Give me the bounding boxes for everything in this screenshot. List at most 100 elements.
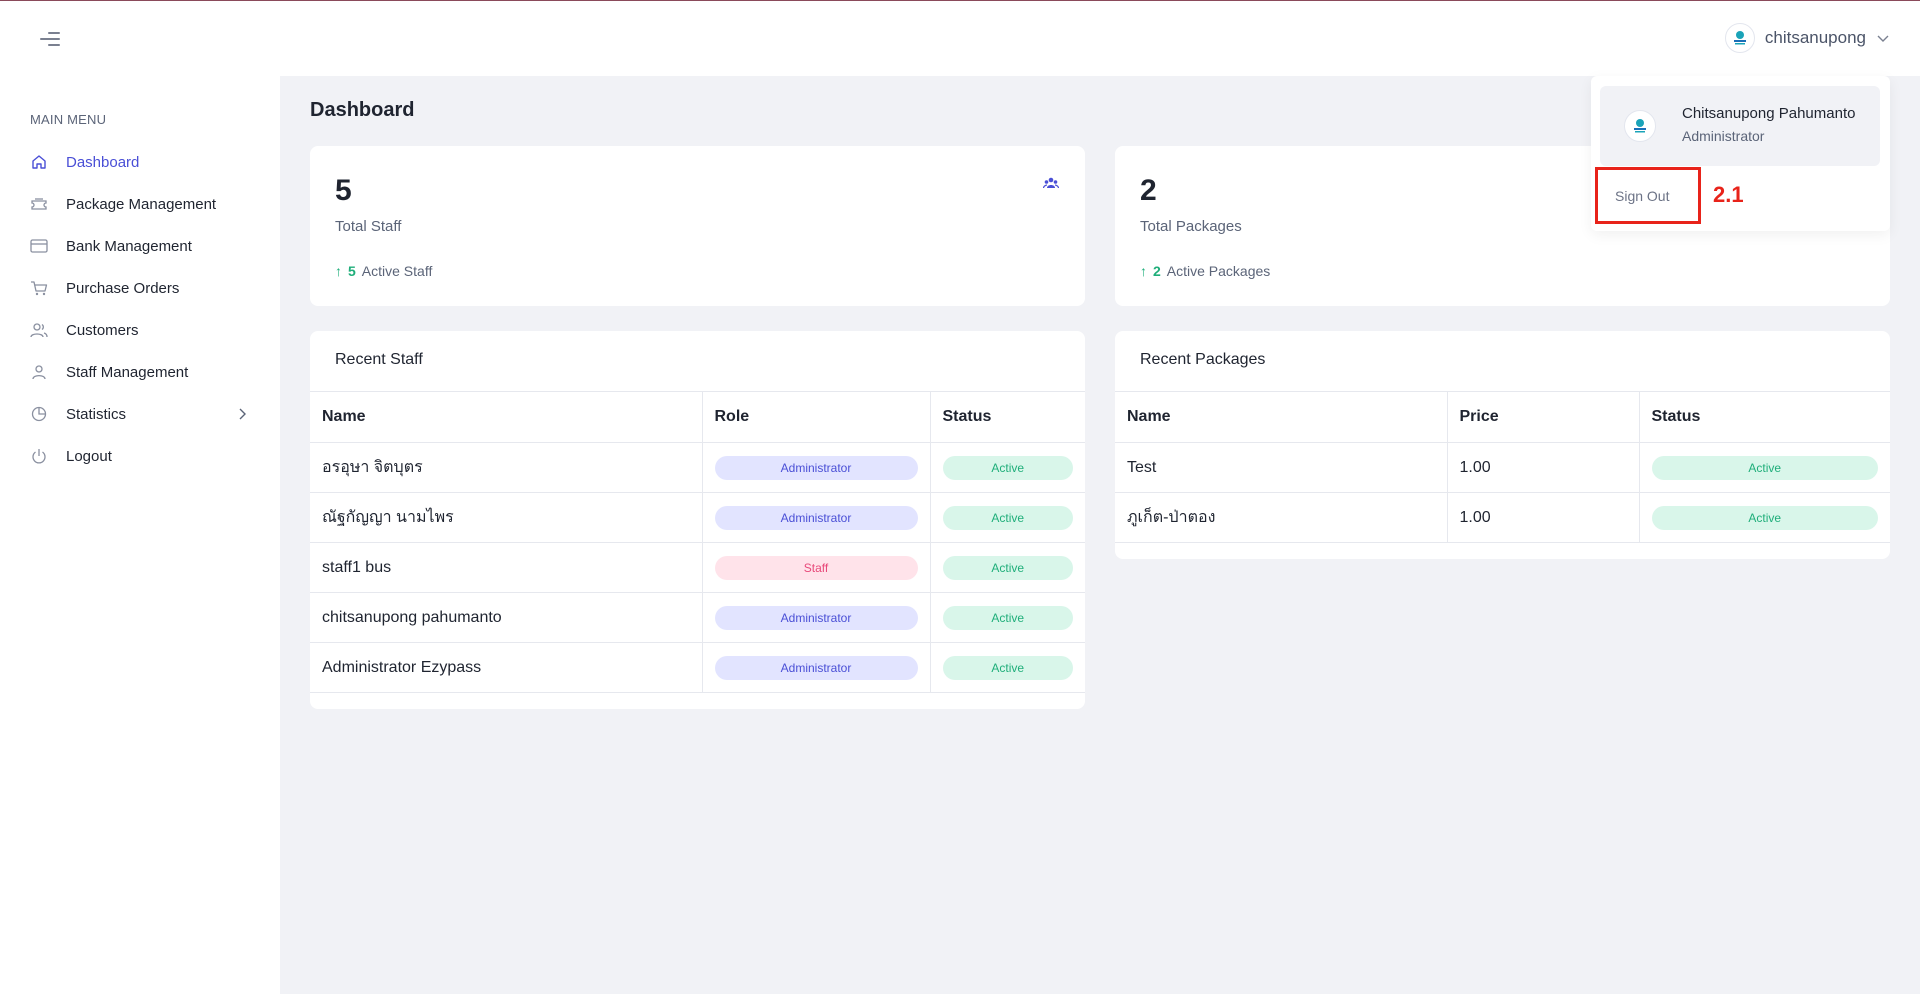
annotation-step-label: 2.1 — [1713, 182, 1744, 207]
table-header-row: Name Role Status — [310, 391, 1085, 443]
sidebar-item-customers[interactable]: Customers — [0, 309, 280, 351]
staff-group-icon — [1043, 177, 1059, 189]
credit-card-icon — [30, 237, 48, 255]
column-header: Status — [1638, 391, 1890, 443]
sidebar-item-label: Package Management — [66, 195, 217, 213]
chevron-right-icon — [239, 408, 246, 420]
active-staff-label: Active Staff — [361, 263, 433, 279]
staff-name: ณัฐกัญญา นามไพร — [310, 492, 702, 543]
total-packages-value: 2 — [1140, 174, 1157, 207]
role-badge: Staff — [714, 555, 918, 580]
active-packages-summary: ↑ 2 Active Packages — [1140, 263, 1270, 279]
status-badge: Active — [942, 455, 1073, 480]
sidebar-item-label: Bank Management — [66, 237, 192, 255]
sidebar: MAIN MENU Dashboard Package Management B… — [0, 76, 280, 994]
sidebar-item-label: Staff Management — [66, 363, 189, 381]
column-header: Name — [310, 391, 702, 443]
sidebar-item-bank-management[interactable]: Bank Management — [0, 225, 280, 267]
company-logo-icon — [1634, 119, 1646, 133]
menu-toggle-icon[interactable] — [40, 31, 60, 47]
avatar — [1724, 23, 1755, 53]
table-row: Administrator Ezypass Administrator Acti… — [310, 642, 1085, 693]
recent-packages-table: Name Price Status Test 1.00 Active ภูเก็… — [1115, 391, 1890, 543]
dropdown-user-card: Chitsanupong Pahumanto Administrator — [1600, 86, 1880, 166]
user-icon — [30, 363, 48, 381]
total-staff-card: 5 Total Staff ↑ 5 Active Staff — [310, 146, 1085, 306]
annotation-highlight-box — [1595, 167, 1701, 224]
status-badge: Active — [1651, 505, 1878, 530]
staff-name: Administrator Ezypass — [310, 642, 702, 693]
sidebar-section-title: MAIN MENU — [30, 112, 107, 127]
sidebar-item-label: Logout — [66, 447, 112, 465]
total-staff-value: 5 — [335, 174, 352, 207]
column-header: Status — [929, 391, 1085, 443]
power-icon — [30, 447, 48, 465]
sidebar-item-dashboard[interactable]: Dashboard — [0, 141, 280, 183]
recent-packages-title: Recent Packages — [1140, 351, 1266, 368]
active-staff-count: 5 — [348, 263, 356, 279]
package-price: 1.00 — [1446, 442, 1639, 493]
column-header: Price — [1446, 391, 1639, 443]
sidebar-item-label: Purchase Orders — [66, 279, 180, 297]
active-packages-label: Active Packages — [1166, 263, 1271, 279]
company-logo-icon — [1733, 31, 1746, 45]
home-icon — [30, 153, 48, 171]
avatar — [1624, 110, 1656, 142]
active-staff-summary: ↑ 5 Active Staff — [335, 263, 432, 279]
sidebar-item-statistics[interactable]: Statistics — [0, 393, 280, 435]
user-dropdown-menu: Chitsanupong Pahumanto Administrator Sig… — [1591, 76, 1890, 231]
sidebar-item-purchase-orders[interactable]: Purchase Orders — [0, 267, 280, 309]
staff-name: อรอุษา จิตบุตร — [310, 442, 702, 493]
table-row: ณัฐกัญญา นามไพร Administrator Active — [310, 492, 1085, 543]
sidebar-item-label: Dashboard — [66, 153, 140, 171]
sidebar-item-staff-management[interactable]: Staff Management — [0, 351, 280, 393]
user-menu-button[interactable]: chitsanupong — [1724, 23, 1890, 53]
role-badge: Administrator — [714, 505, 918, 530]
table-header-row: Name Price Status — [1115, 391, 1890, 443]
dropdown-user-role: Administrator — [1682, 128, 1765, 144]
table-row: Test 1.00 Active — [1115, 442, 1890, 493]
sidebar-item-package-management[interactable]: Package Management — [0, 183, 280, 225]
status-badge: Active — [1651, 455, 1878, 480]
header-user-name: chitsanupong — [1764, 28, 1866, 47]
dropdown-user-name: Chitsanupong Pahumanto — [1682, 105, 1856, 122]
recent-staff-table: Name Role Status อรอุษา จิตบุตร Administ… — [310, 391, 1085, 693]
sidebar-item-logout[interactable]: Logout — [0, 435, 280, 477]
ticket-icon — [30, 195, 48, 213]
recent-staff-card: Recent Staff Name Role Status อรอุษา จิต… — [310, 331, 1085, 709]
sidebar-item-label: Statistics — [66, 405, 127, 423]
table-row: อรอุษา จิตบุตร Administrator Active — [310, 442, 1085, 493]
package-name: Test — [1115, 442, 1447, 493]
recent-staff-title: Recent Staff — [335, 351, 423, 368]
package-price: 1.00 — [1446, 492, 1639, 543]
column-header: Role — [701, 391, 930, 443]
status-badge: Active — [942, 505, 1073, 530]
active-packages-count: 2 — [1153, 263, 1161, 279]
role-badge: Administrator — [714, 605, 918, 630]
total-packages-label: Total Packages — [1140, 218, 1242, 235]
status-badge: Active — [942, 555, 1073, 580]
staff-name: staff1 bus — [310, 542, 702, 593]
package-name: ภูเก็ต-ป่าตอง — [1115, 492, 1447, 543]
role-badge: Administrator — [714, 655, 918, 680]
status-badge: Active — [942, 655, 1073, 680]
arrow-up-icon: ↑ — [335, 263, 342, 279]
table-row: chitsanupong pahumanto Administrator Act… — [310, 592, 1085, 643]
sidebar-item-label: Customers — [66, 321, 139, 339]
table-row: ภูเก็ต-ป่าตอง 1.00 Active — [1115, 492, 1890, 543]
arrow-up-icon: ↑ — [1140, 263, 1147, 279]
cart-icon — [30, 279, 48, 297]
pie-chart-icon — [30, 405, 48, 423]
table-row: staff1 bus Staff Active — [310, 542, 1085, 593]
recent-packages-card: Recent Packages Name Price Status Test 1… — [1115, 331, 1890, 559]
top-header: chitsanupong — [0, 1, 1920, 76]
column-header: Name — [1115, 391, 1447, 443]
total-staff-label: Total Staff — [335, 218, 402, 235]
staff-name: chitsanupong pahumanto — [310, 592, 702, 643]
sign-out-button[interactable]: Sign Out — [1615, 188, 1670, 204]
chevron-down-icon — [1877, 35, 1889, 42]
role-badge: Administrator — [714, 455, 918, 480]
page-title: Dashboard — [310, 99, 415, 121]
status-badge: Active — [942, 605, 1073, 630]
top-accent-line — [0, 0, 1920, 1]
